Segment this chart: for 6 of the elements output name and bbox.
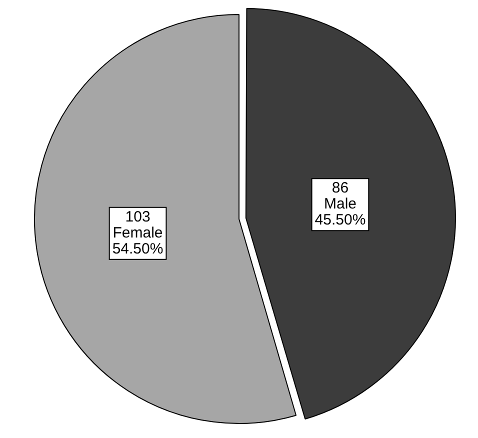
data-label: 54.50%: [112, 240, 164, 258]
text: 86: [332, 180, 349, 197]
data-label: 45.50%: [314, 212, 366, 229]
slice-label: Female: [112, 224, 163, 242]
slice-label: Male: [324, 196, 356, 213]
text: 103: [125, 208, 150, 226]
